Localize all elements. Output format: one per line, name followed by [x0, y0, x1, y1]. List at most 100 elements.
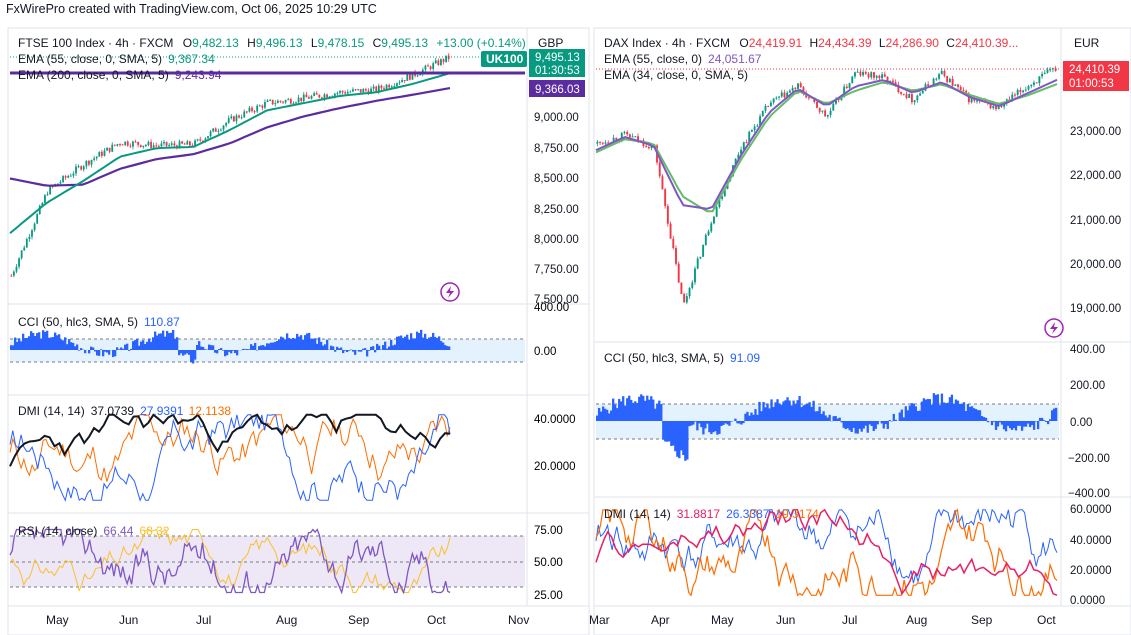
ftse-cci-ytick: 400.00: [534, 302, 569, 314]
candle-body: [282, 101, 284, 103]
candle-body: [194, 140, 196, 147]
cci-bar: [28, 336, 31, 350]
candle-body: [1033, 82, 1035, 85]
lightning-icon[interactable]: [440, 282, 460, 302]
dax-close-key: C: [946, 36, 955, 50]
candle-body: [31, 230, 33, 237]
cci-bar: [686, 421, 689, 460]
candle-body: [139, 144, 142, 148]
ftse-currency[interactable]: GBP: [538, 36, 563, 50]
candle-body: [119, 144, 121, 146]
cci-bar: [640, 394, 643, 421]
candle-body: [243, 111, 246, 118]
lightning-icon[interactable]: [1044, 318, 1064, 338]
candle-body: [664, 189, 667, 207]
candle-body: [403, 80, 406, 82]
dax-currency[interactable]: EUR: [1074, 36, 1100, 50]
ftse-change: +13.00 (+0.14%): [436, 36, 525, 50]
ftse-month: May: [46, 613, 69, 627]
candle-body: [240, 117, 243, 119]
cci-bar: [662, 421, 665, 440]
cci-bar: [864, 421, 867, 426]
cci-bar: [612, 398, 615, 421]
candle-body: [875, 75, 878, 78]
cci-bar: [60, 339, 63, 350]
candle-body: [821, 110, 824, 112]
cci-bar: [72, 342, 75, 350]
cci-bar: [1018, 421, 1022, 426]
cci-bar: [750, 412, 753, 421]
cci-bar: [844, 421, 847, 430]
candle-body: [64, 176, 67, 178]
cci-bar: [634, 401, 637, 421]
ftse-ema55-value: 9,367.34: [168, 52, 215, 66]
cci-bar: [960, 403, 964, 421]
cci-bar: [344, 350, 347, 351]
ftse-close-key: C: [373, 36, 382, 50]
ftse-dmi-adx: 37.0739: [91, 404, 135, 418]
cci-bar: [296, 333, 299, 350]
svg-text:EMA (55, close, 0, SMA, 5)9,36: EMA (55, close, 0, SMA, 5) 9,367.34: [18, 52, 215, 66]
candle-body: [248, 107, 251, 112]
ftse-price-badge-bg: [529, 49, 585, 77]
dax-cci-label: CCI (50, hlc3, SMA, 5): [604, 351, 724, 365]
dax-ema34-line: [595, 78, 1058, 210]
candle-body: [767, 106, 770, 108]
candle-body: [753, 126, 756, 131]
dax-dmi-yaxis: 60.0000 40.0000 20.0000 0.0000: [1070, 504, 1112, 607]
cci-bar: [1014, 421, 1018, 431]
candle-body: [323, 94, 326, 99]
cci-bar: [202, 346, 205, 350]
cci-bar: [144, 344, 147, 350]
candle-body: [677, 263, 680, 283]
candle-body: [683, 293, 686, 303]
candle-body: [1022, 90, 1025, 93]
cci-bar: [926, 398, 930, 421]
cci-bar: [180, 350, 183, 354]
candle-body: [364, 88, 367, 91]
ftse-ema-badge-bg: [529, 80, 585, 97]
cci-bar: [394, 344, 397, 350]
cci-bar: [828, 414, 831, 421]
ftse-cci-band: [10, 339, 525, 362]
cci-bar: [700, 421, 703, 428]
dax-month: Jul: [842, 613, 857, 627]
cci-bar: [898, 412, 901, 421]
ftse-rsi-line: [9, 527, 451, 595]
cci-bar: [656, 403, 659, 421]
candle-body: [95, 156, 98, 159]
cci-bar: [232, 350, 235, 351]
cci-bar: [908, 405, 911, 421]
cci-bar: [596, 415, 599, 421]
cci-bar: [444, 345, 447, 350]
cci-bar: [166, 330, 169, 350]
candle-body: [318, 94, 321, 98]
cci-bar: [834, 416, 837, 421]
cci-bar: [620, 401, 623, 421]
cci-bar: [894, 419, 897, 421]
candle-body: [401, 80, 404, 83]
ftse-cci-label: CCI (50, hlc3, SMA, 5): [18, 315, 138, 329]
cci-bar: [264, 346, 267, 350]
cci-bar: [200, 346, 203, 350]
candle-body: [612, 137, 615, 143]
cci-bar: [948, 397, 952, 421]
cci-bar: [294, 338, 297, 350]
candle-body: [222, 125, 225, 130]
cci-bar: [44, 331, 47, 350]
cci-bar: [214, 350, 217, 353]
cci-bar: [174, 338, 177, 350]
cci-bar: [840, 421, 843, 423]
candle-body: [699, 256, 702, 259]
candle-body: [362, 88, 365, 93]
ftse-candles: [10, 53, 450, 278]
cci-bar: [46, 330, 49, 350]
cci-bar: [788, 400, 791, 421]
candle-body: [702, 244, 705, 257]
cci-bar: [448, 346, 451, 350]
candle-body: [932, 78, 935, 86]
candle-body: [891, 80, 894, 83]
cci-bar: [298, 336, 301, 350]
candle-body: [748, 131, 751, 143]
cci-bar: [772, 407, 775, 421]
